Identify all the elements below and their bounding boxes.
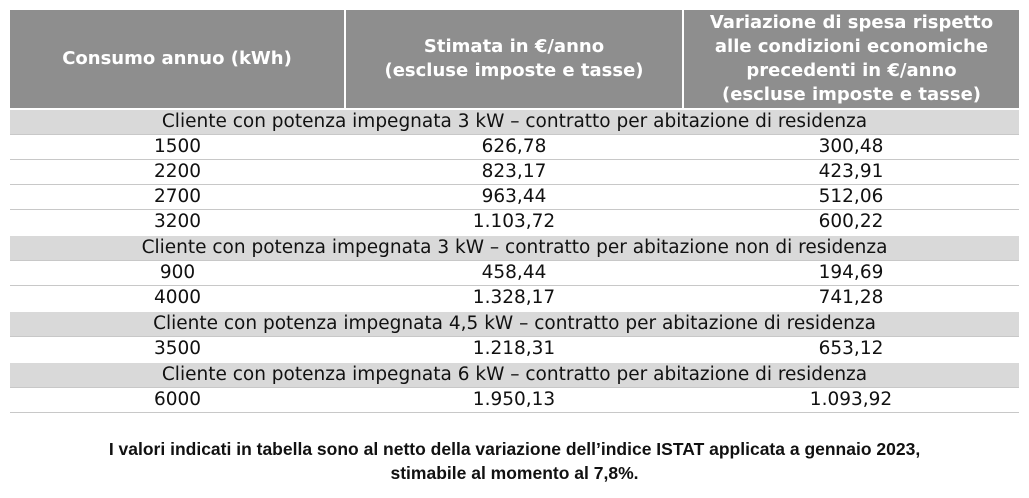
header-line: precedenti in €/anno — [746, 60, 957, 81]
data-cell: 1.093,92 — [683, 387, 1019, 413]
data-row: 3500 1.218,31 653,12 — [10, 336, 1019, 363]
table-body: Cliente con potenza impegnata 3 kW – con… — [10, 108, 1019, 413]
group-row: Cliente con potenza impegnata 3 kW – con… — [10, 108, 1019, 135]
group-row: Cliente con potenza impegnata 6 kW – con… — [10, 361, 1019, 388]
group-row: Cliente con potenza impegnata 4,5 kW – c… — [10, 310, 1019, 337]
group-title: Cliente con potenza impegnata 3 kW – con… — [10, 234, 1019, 261]
data-cell: 2200 — [10, 159, 345, 185]
data-cell: 741,28 — [683, 285, 1019, 312]
data-cell: 300,48 — [683, 134, 1019, 160]
footnote: I valori indicati in tabella sono al net… — [0, 437, 1029, 485]
data-row: 900 458,44 194,69 — [10, 260, 1019, 286]
header-line: Variazione di spesa rispetto — [709, 12, 994, 33]
header-line: Stimata in €/anno — [423, 36, 605, 57]
data-cell: 1500 — [10, 134, 345, 160]
group-title: Cliente con potenza impegnata 4,5 kW – c… — [10, 310, 1019, 337]
data-cell: 423,91 — [683, 159, 1019, 185]
data-cell: 600,22 — [683, 209, 1019, 236]
data-cell: 4000 — [10, 285, 345, 312]
data-cell: 6000 — [10, 387, 345, 413]
header-row: Consumo annuo (kWh) Stimata in €/anno (esc… — [10, 10, 1019, 109]
data-cell: 194,69 — [683, 260, 1019, 286]
data-row: 6000 1.950,13 1.093,92 — [10, 387, 1019, 413]
data-cell: 1.328,17 — [345, 285, 683, 312]
data-cell: 963,44 — [345, 184, 683, 210]
data-cell: 900 — [10, 260, 345, 286]
data-cell: 1.218,31 — [345, 336, 683, 363]
header-line: alle condizioni economiche — [714, 36, 989, 57]
header-line: (escluse imposte e tasse) — [721, 84, 982, 105]
footnote-line: stimabile al momento al 7,8%. — [390, 463, 639, 483]
data-cell: 458,44 — [345, 260, 683, 286]
tariff-table: Consumo annuo (kWh) Stimata in €/anno (esc… — [10, 10, 1019, 413]
header-line: (escluse imposte e tasse) — [384, 60, 644, 81]
data-row: 1500 626,78 300,48 — [10, 134, 1019, 160]
data-row: 4000 1.328,17 741,28 — [10, 285, 1019, 312]
data-cell: 653,12 — [683, 336, 1019, 363]
header-cell: Stimata in €/anno (escluse imposte e tass… — [345, 10, 684, 109]
data-cell: 626,78 — [345, 134, 683, 160]
header-line: Consumo annuo (kWh) — [62, 48, 292, 69]
footnote-line: I valori indicati in tabella sono al net… — [108, 439, 921, 459]
data-cell: 512,06 — [683, 184, 1019, 210]
group-title: Cliente con potenza impegnata 6 kW – con… — [10, 361, 1019, 388]
data-row: 2700 963,44 512,06 — [10, 184, 1019, 210]
data-cell: 3200 — [10, 209, 345, 236]
data-row: 2200 823,17 423,91 — [10, 159, 1019, 185]
data-row: 3200 1.103,72 600,22 — [10, 209, 1019, 236]
header-cell: Consumo annuo (kWh) — [10, 10, 346, 109]
header-cell: Variazione di spesa rispetto alle condizi… — [683, 10, 1019, 109]
data-cell: 3500 — [10, 336, 345, 363]
data-cell: 1.103,72 — [345, 209, 683, 236]
data-cell: 1.950,13 — [345, 387, 683, 413]
data-cell: 2700 — [10, 184, 345, 210]
group-row: Cliente con potenza impegnata 3 kW – con… — [10, 234, 1019, 261]
data-cell: 823,17 — [345, 159, 683, 185]
group-title: Cliente con potenza impegnata 3 kW – con… — [10, 108, 1019, 135]
